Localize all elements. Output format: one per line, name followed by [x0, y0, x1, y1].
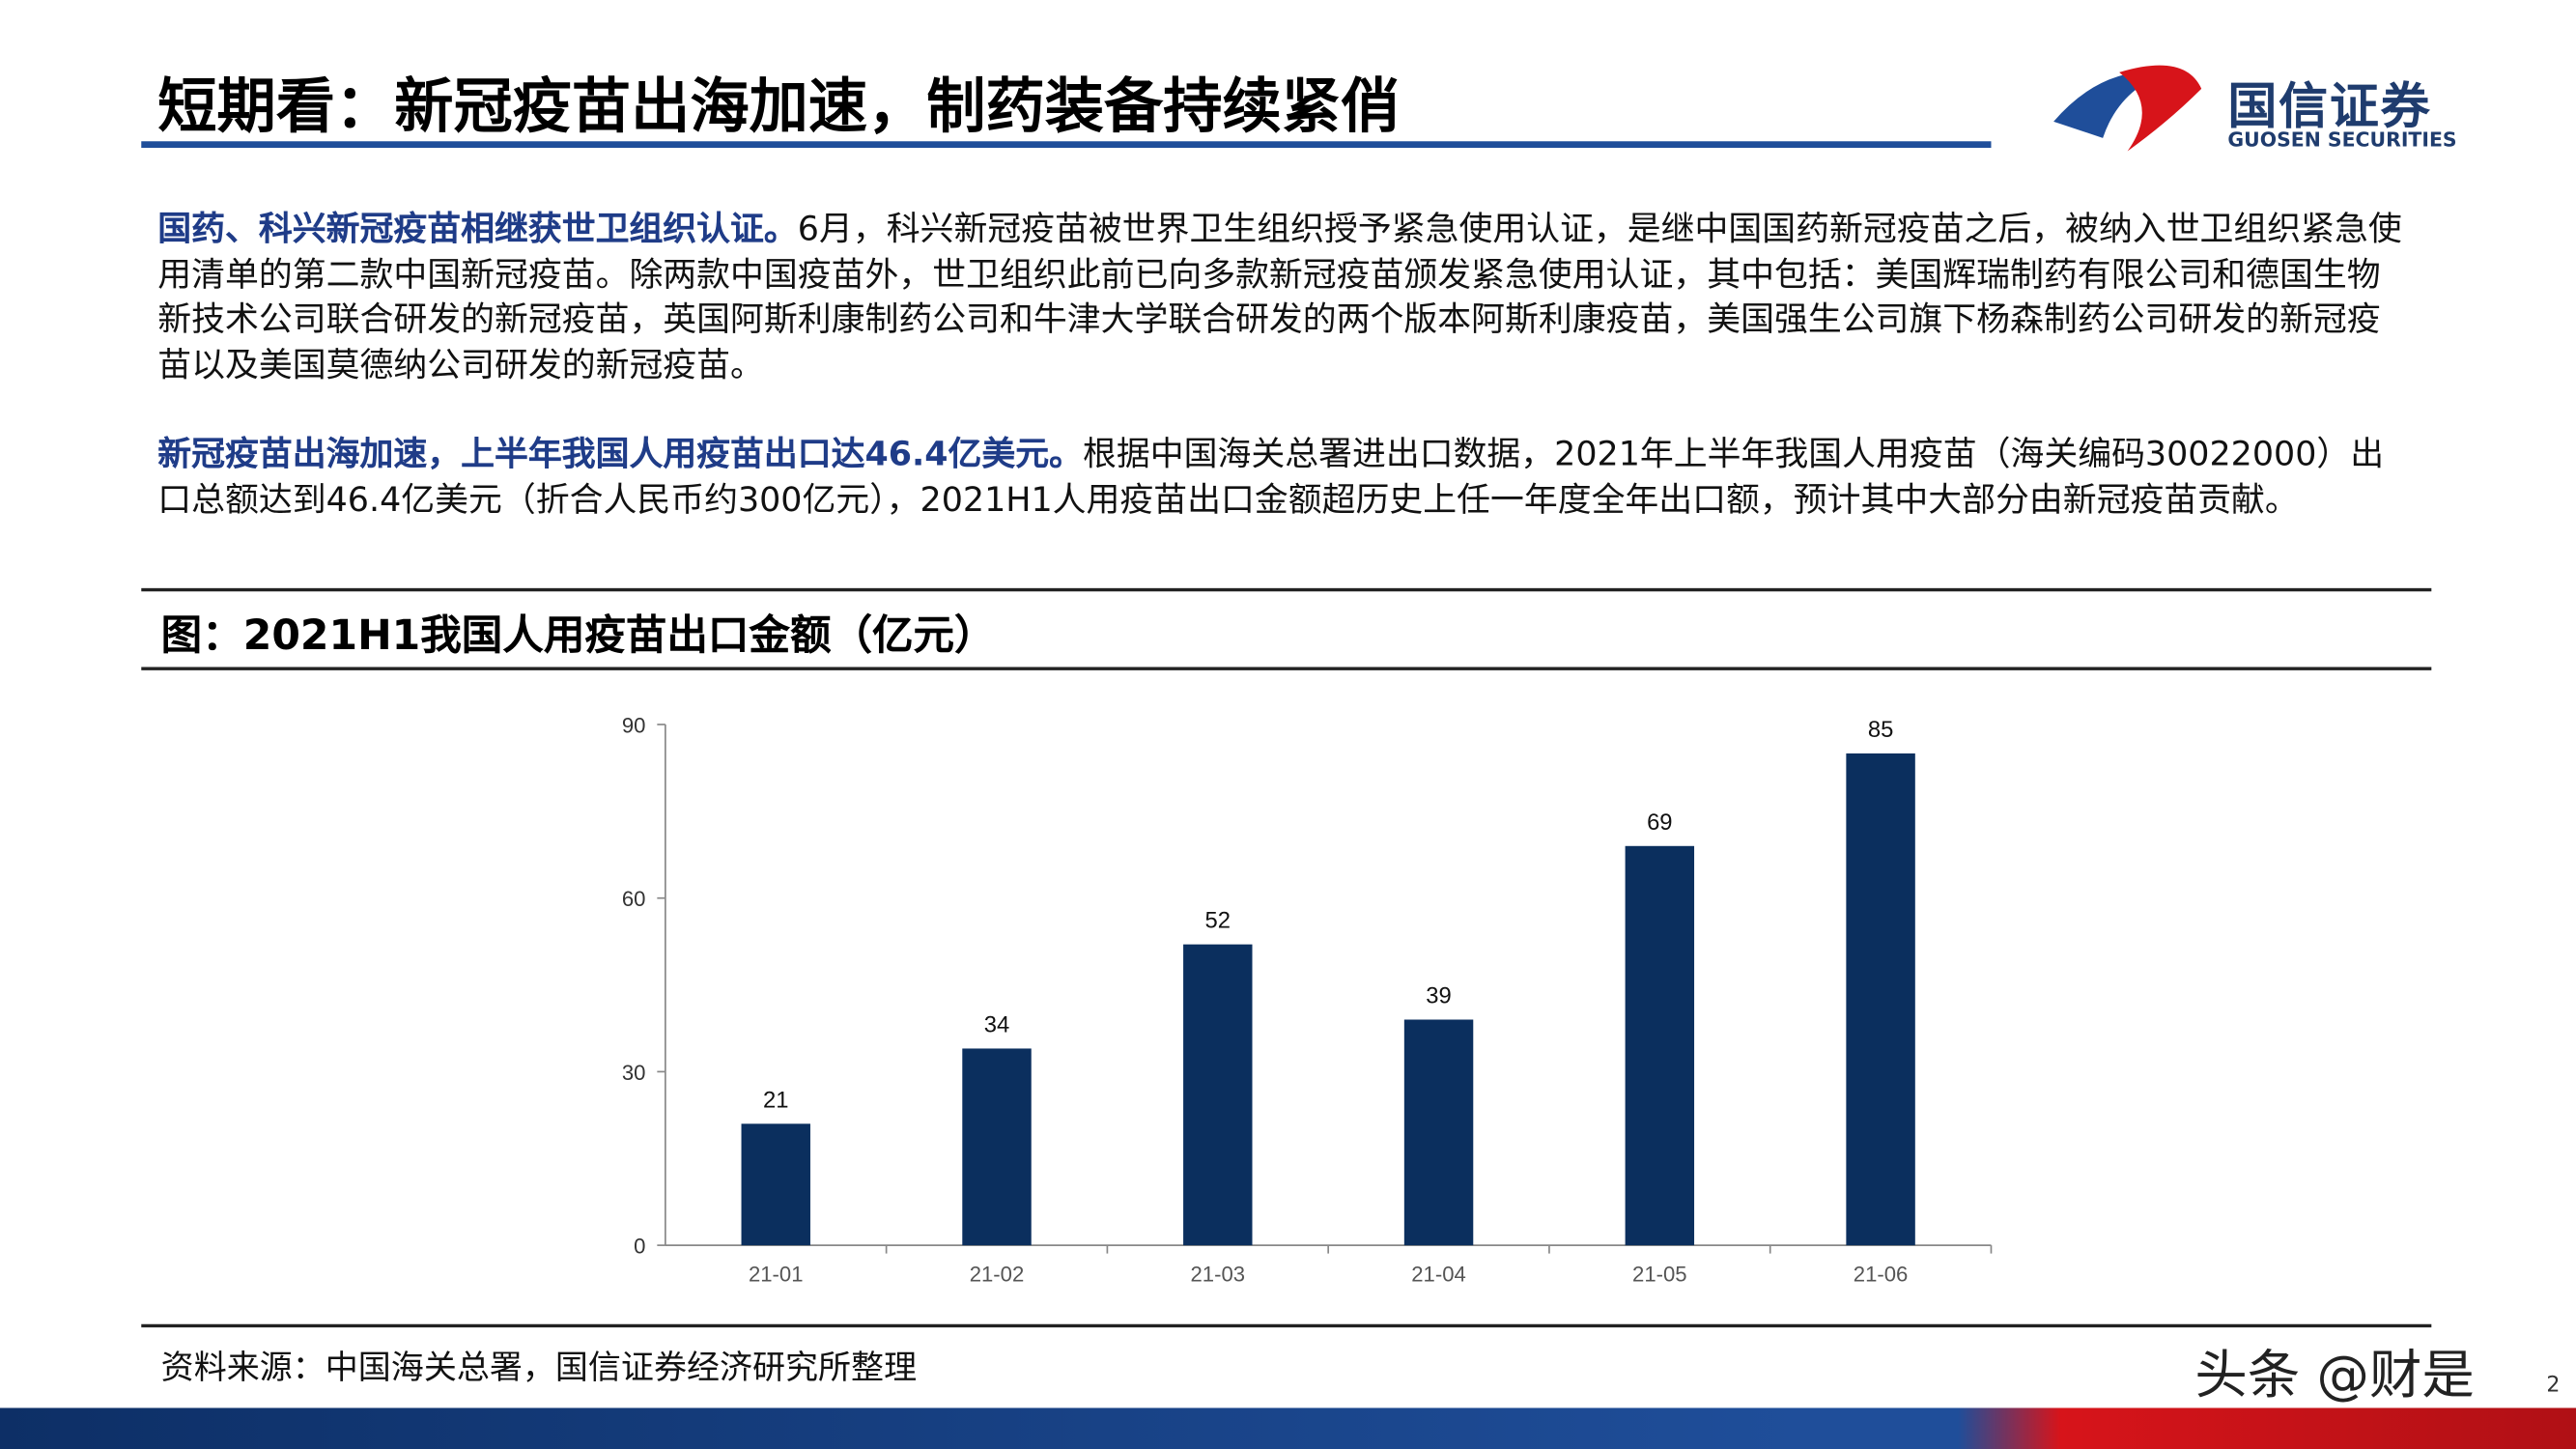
x-tick-label: 21-06 [1854, 1263, 1909, 1287]
y-tick-label: 90 [622, 714, 646, 738]
bar [1183, 944, 1253, 1246]
page-number: 2 [2546, 1373, 2561, 1399]
figure-rule [141, 667, 2432, 670]
x-tick-label: 21-03 [1191, 1263, 1246, 1287]
bar [1625, 845, 1695, 1246]
paragraph: 国药、科兴新冠疫苗相继获世卫组织认证。6月，科兴新冠疫苗被世界卫生组织授予紧急使… [157, 207, 2408, 387]
source-rule [141, 1323, 2432, 1328]
footer-bar [0, 1407, 2576, 1449]
bar [962, 1048, 1032, 1246]
watermark: 头条 @财是 [2194, 1344, 2475, 1406]
value-label: 52 [1205, 908, 1231, 934]
x-tick-label: 21-02 [970, 1263, 1025, 1287]
x-tick-label: 21-01 [749, 1263, 804, 1287]
x-tick-label: 21-05 [1632, 1263, 1687, 1287]
bar [1846, 753, 1915, 1246]
y-tick-label: 0 [634, 1235, 645, 1259]
value-label: 85 [1868, 717, 1893, 743]
page-title: 短期看：新冠疫苗出海加速，制药装备持续紧俏 [157, 73, 1401, 142]
logo-en: GUOSEN SECURITIES [2227, 128, 2457, 152]
logo-cn: 国信证券 [2227, 78, 2432, 137]
bar [1403, 1019, 1474, 1246]
paragraph-lead: 国药、科兴新冠疫苗相继获世卫组织认证。 [157, 208, 798, 248]
paragraph: 新冠疫苗出海加速，上半年我国人用疫苗出口达46.4亿美元。根据中国海关总署进出口… [157, 432, 2408, 523]
value-label: 34 [984, 1011, 1009, 1037]
value-label: 21 [763, 1087, 788, 1113]
figure-rule [141, 587, 2432, 592]
paragraph-text: 根据中国海关总署进出口数据，2021年上半年我国人用疫苗（海关编码3002200… [157, 433, 2385, 519]
figure-title: 图：2021H1我国人用疫苗出口金额（亿元） [160, 611, 996, 659]
title-rule [141, 141, 1992, 149]
paragraph-text: 6月，科兴新冠疫苗被世界卫生组织授予紧急使用认证，是继中国国药新冠疫苗之后，被纳… [157, 208, 2402, 384]
value-label: 39 [1426, 982, 1451, 1009]
y-tick-label: 30 [622, 1061, 646, 1085]
y-tick-label: 60 [622, 887, 646, 911]
x-tick-label: 21-04 [1411, 1263, 1466, 1287]
paragraph-lead: 新冠疫苗出海加速，上半年我国人用疫苗出口达46.4亿美元。 [157, 433, 1084, 473]
logo-mark [2053, 65, 2202, 152]
value-label: 69 [1647, 810, 1672, 836]
chart: 0 30 60 90 21-01 21 21-02 34 21-03 52 21-04 39 21-05… [622, 714, 1993, 1287]
source: 资料来源：中国海关总署，国信证券经济研究所整理 [160, 1347, 918, 1387]
bar [741, 1123, 810, 1246]
